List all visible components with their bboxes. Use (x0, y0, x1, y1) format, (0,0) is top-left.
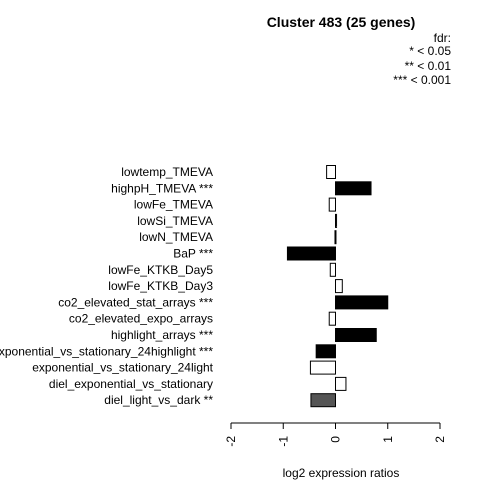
category-label: lowN_TMEVA (139, 230, 213, 244)
category-label: co2_elevated_expo_arrays (69, 312, 213, 326)
bar (335, 279, 343, 294)
bars (286, 165, 389, 408)
bar (310, 393, 337, 408)
category-label: diel_exponential_vs_stationary (49, 377, 213, 391)
category-label: BaP *** (173, 247, 213, 261)
category-label: highlight_arrays *** (111, 328, 213, 342)
bar (335, 213, 338, 228)
bar (335, 295, 389, 310)
x-tick-label: 0 (329, 436, 343, 443)
category-label: co2_elevated_stat_arrays *** (58, 295, 213, 309)
legend-entry-2: ** < 0.01 (405, 59, 452, 73)
x-tick-label: 2 (433, 436, 447, 443)
category-label: lowSi_TMEVA (137, 214, 213, 228)
bar (286, 246, 336, 261)
chart-title: Cluster 483 (25 genes) (267, 14, 416, 30)
category-label: exponential_vs_stationary_24highlight **… (0, 344, 213, 358)
category-label: highpH_TMEVA *** (111, 181, 213, 195)
bar (326, 165, 336, 179)
bar (328, 197, 337, 212)
category-label: lowtemp_TMEVA (121, 165, 213, 179)
bar (334, 230, 337, 245)
category-label: lowFe_KTKB_Day3 (108, 279, 213, 293)
legend-entry-3: *** < 0.001 (393, 73, 451, 87)
bar (329, 262, 336, 277)
x-axis: -2 -1 0 1 2 (224, 422, 447, 447)
legend-entry-1: * < 0.05 (409, 44, 451, 58)
legend: fdr: * < 0.05 ** < 0.01 *** < 0.001 (393, 31, 451, 87)
x-tick-label: 1 (381, 436, 395, 443)
category-label: diel_light_vs_dark ** (104, 393, 213, 407)
x-tick-label: -2 (224, 436, 238, 447)
bar (335, 181, 372, 196)
x-axis-label: log2 expression ratios (283, 466, 400, 480)
bar (335, 328, 377, 342)
bar (309, 360, 337, 375)
bar (335, 376, 347, 391)
category-label: exponential_vs_stationary_24light (32, 361, 213, 375)
bar (315, 344, 337, 359)
category-labels: lowtemp_TMEVA highpH_TMEVA *** lowFe_TMEVA… (0, 165, 214, 407)
bar (328, 311, 337, 326)
category-label: lowFe_KTKB_Day5 (108, 263, 213, 277)
category-label: lowFe_TMEVA (134, 198, 213, 212)
legend-title: fdr: (434, 31, 451, 45)
x-tick-label: -1 (276, 436, 290, 447)
